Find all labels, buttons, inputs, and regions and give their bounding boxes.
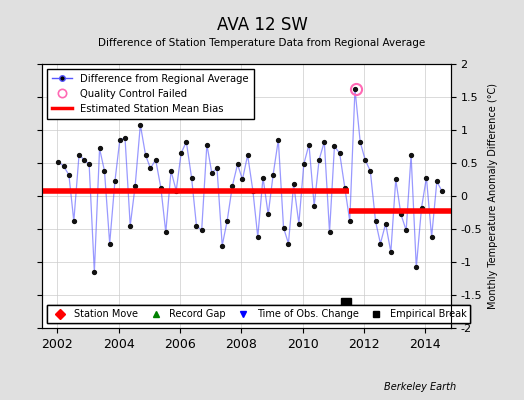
Y-axis label: Monthly Temperature Anomaly Difference (°C): Monthly Temperature Anomaly Difference (… (487, 83, 498, 309)
Text: Difference of Station Temperature Data from Regional Average: Difference of Station Temperature Data f… (99, 38, 425, 48)
Legend: Station Move, Record Gap, Time of Obs. Change, Empirical Break: Station Move, Record Gap, Time of Obs. C… (47, 305, 471, 323)
Text: Berkeley Earth: Berkeley Earth (384, 382, 456, 392)
Text: AVA 12 SW: AVA 12 SW (216, 16, 308, 34)
